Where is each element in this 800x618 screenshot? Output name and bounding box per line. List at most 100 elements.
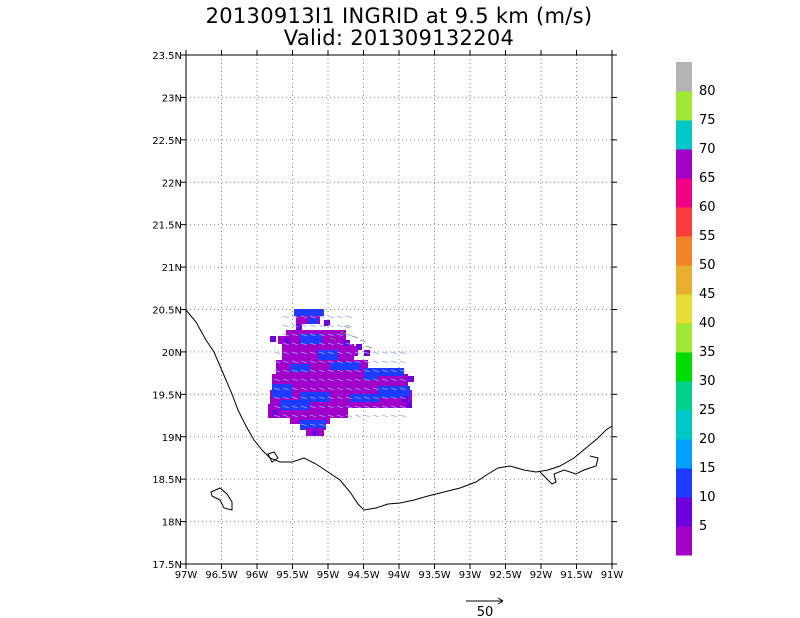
wind-speed-cell: [344, 346, 358, 356]
wind-vector: [327, 396, 334, 400]
wind-vector: [336, 351, 343, 355]
wind-speed-cell: [294, 309, 324, 316]
lat-tick-label: 18.5N: [152, 475, 182, 486]
wind-vector: [300, 405, 307, 409]
wind-vector: [381, 414, 388, 418]
wind-vector: [372, 414, 379, 418]
colorbar-label: 5: [699, 519, 707, 534]
wind-vector: [381, 405, 388, 409]
wind-vector: [339, 331, 347, 335]
lat-tick-label: 23N: [162, 93, 182, 104]
wind-vector: [282, 324, 289, 328]
wind-vector: [282, 360, 289, 364]
wind-vector: [363, 360, 370, 364]
wind-vector: [390, 351, 397, 355]
wind-vector: [309, 360, 316, 364]
wind-vector: [282, 351, 289, 355]
wind-vector: [381, 369, 388, 373]
lon-tick-label: 96W: [246, 570, 269, 581]
lon-tick-label: 95.5W: [276, 570, 308, 581]
wind-vector: [351, 335, 359, 339]
colorbar-label: 15: [699, 461, 716, 476]
wind-vector: [300, 342, 307, 346]
lat-tick-label: 21.5N: [152, 221, 182, 232]
wind-vector: [345, 387, 352, 391]
laguna-shape-2: [267, 451, 279, 463]
wind-vector: [345, 315, 352, 319]
colorbar-segment: [676, 91, 692, 121]
wind-vector: [318, 342, 325, 346]
wind-vector: [327, 333, 334, 337]
wind-vector: [363, 414, 370, 418]
wind-vector: [381, 387, 388, 391]
title-line-2: Valid: 201309132204: [283, 26, 515, 50]
wind-vector: [399, 378, 406, 382]
colorbar-segment: [676, 265, 692, 295]
colorbar-segment: [676, 381, 692, 411]
wind-speed-cell: [378, 376, 406, 388]
wind-vector: [273, 378, 280, 382]
wind-speed-cell: [296, 324, 302, 330]
wind-vector: [336, 360, 343, 364]
wind-vector: [291, 387, 298, 391]
wind-vector: [343, 325, 351, 329]
wind-vector: [354, 351, 361, 355]
wind-vector: [273, 360, 280, 364]
colorbar-label: 50: [699, 258, 716, 273]
lat-axis: 23.5N 23N 22.5N 22N 21.5N 21N 20.5N 20N 19.5N 19N…: [152, 51, 617, 571]
wind-vector: [336, 315, 343, 319]
wind-vector: [282, 396, 289, 400]
wind-vector: [399, 351, 406, 355]
wind-vector: [336, 405, 343, 409]
wind-vector: [363, 378, 370, 382]
lat-tick-label: 21N: [162, 263, 182, 274]
wind-vector: [300, 360, 307, 364]
wind-vector: [327, 378, 334, 382]
wind-vector: [327, 387, 334, 391]
wind-vector: [329, 337, 337, 341]
wind-vector: [372, 378, 379, 382]
lon-tick-label: 97W: [175, 570, 198, 581]
wind-vector: [318, 414, 325, 418]
colorbar-label: 70: [699, 142, 716, 157]
wind-speed-cell: [270, 336, 276, 342]
colorbar-segment: [676, 497, 692, 527]
figure-title: 20130913I1 INGRID at 9.5 km (m/s) Valid:…: [0, 2, 800, 52]
colorbar-label: 40: [699, 316, 716, 331]
wind-vector: [390, 387, 397, 391]
colorbar-segment: [676, 439, 692, 469]
lon-tick-label: 92W: [530, 570, 553, 581]
colorbar-label: 60: [699, 200, 716, 215]
wind-vector: [291, 324, 298, 328]
wind-vector: [345, 360, 352, 364]
title-line-1: 20130913I1 INGRID at 9.5 km (m/s): [205, 4, 593, 28]
wind-vector: [372, 396, 379, 400]
wind-speed-cell: [356, 344, 362, 350]
wind-vector: [282, 333, 289, 337]
lon-axis: 97W 96.5W 96W 95.5W 95W 94.5W 94W 93.5W 93W 92.5W…: [175, 50, 623, 581]
wind-vector: [309, 387, 316, 391]
wind-vector: [336, 324, 343, 328]
wind-vector: [390, 360, 397, 364]
wind-vector: [336, 387, 343, 391]
wind-vector: [381, 396, 388, 400]
wind-vector: [291, 315, 298, 319]
wind-vector: [399, 369, 406, 373]
wind-vector: [282, 414, 289, 418]
wind-vector: [336, 396, 343, 400]
grid-lines: [186, 55, 612, 564]
wind-vector: [399, 387, 406, 391]
wind-vector: [363, 396, 370, 400]
wind-vector: [309, 423, 316, 427]
reference-vector-label: 50: [477, 605, 494, 618]
reference-arrow-head: [497, 597, 504, 605]
colorbar-label: 80: [699, 84, 716, 99]
wind-speed-cell: [402, 396, 408, 402]
lat-tick-label: 22N: [162, 178, 182, 189]
wind-vector: [282, 405, 289, 409]
wind-vector: [300, 324, 307, 328]
wind-vector: [365, 345, 373, 349]
wind-vector: [354, 360, 361, 364]
wind-vector: [291, 333, 298, 337]
